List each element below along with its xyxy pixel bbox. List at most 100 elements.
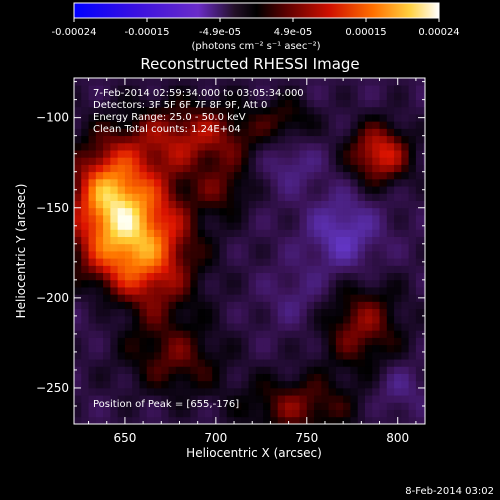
heatmap-cell	[255, 416, 264, 424]
heatmap-cell	[343, 366, 351, 374]
heatmap-cell	[401, 157, 410, 165]
heatmap-cell	[321, 106, 330, 115]
heatmap-cell	[161, 380, 169, 389]
heatmap-cell	[415, 214, 424, 223]
heatmap-cell	[314, 265, 322, 274]
heatmap-cell	[168, 243, 177, 252]
heatmap-cell	[328, 323, 337, 331]
heatmap-cell	[190, 236, 199, 245]
heatmap-cell	[335, 287, 344, 295]
heatmap-cell	[263, 193, 271, 201]
heatmap-cell	[95, 315, 104, 324]
heatmap-cell	[408, 308, 417, 317]
heatmap-cell	[183, 402, 191, 410]
heatmap-cell	[183, 106, 191, 115]
heatmap-cell	[117, 330, 126, 338]
heatmap-cell	[364, 323, 373, 331]
heatmap-cell	[401, 243, 410, 252]
heatmap-cell	[248, 135, 257, 144]
heatmap-cell	[299, 150, 308, 158]
heatmap-cell	[88, 351, 97, 360]
heatmap-cell	[241, 272, 249, 281]
heatmap-cell	[74, 351, 82, 360]
heatmap-cell	[212, 142, 220, 151]
heatmap-cell	[415, 121, 424, 129]
heatmap-cell	[394, 222, 402, 230]
heatmap-cell	[401, 395, 410, 403]
heatmap-cell	[386, 121, 395, 129]
heatmap-cell	[175, 251, 184, 259]
heatmap-cell	[372, 236, 380, 245]
heatmap-cell	[95, 380, 104, 389]
heatmap-cell	[372, 359, 380, 367]
heatmap-cell	[190, 214, 199, 223]
heatmap-cell	[364, 265, 373, 274]
heatmap-cell	[328, 315, 337, 324]
heatmap-cell	[328, 359, 337, 367]
heatmap-cell	[103, 106, 111, 115]
heatmap-cell	[212, 265, 220, 274]
heatmap-cell	[379, 416, 388, 424]
heatmap-cell	[161, 258, 169, 266]
heatmap-cell	[401, 373, 410, 382]
heatmap-cell	[212, 308, 220, 317]
heatmap-cell	[401, 121, 410, 129]
heatmap-cell	[415, 186, 424, 194]
heatmap-cell	[81, 287, 89, 295]
heatmap-cell	[350, 323, 359, 331]
heatmap-cell	[117, 409, 126, 418]
heatmap-cell	[226, 258, 235, 266]
heatmap-cell	[270, 287, 279, 295]
heatmap-cell	[219, 229, 228, 237]
heatmap-cell	[335, 121, 344, 129]
heatmap-cell	[364, 186, 373, 194]
heatmap-cell	[292, 78, 300, 86]
heatmap-cell	[88, 200, 97, 209]
heatmap-cell	[321, 366, 330, 374]
heatmap-cell	[408, 416, 417, 424]
heatmap-cell	[154, 308, 162, 317]
heatmap-cell	[74, 265, 82, 274]
heatmap-cell	[95, 207, 104, 216]
heatmap-cell	[292, 157, 300, 165]
y-tick-label: −200	[36, 291, 69, 305]
heatmap-cell	[292, 409, 300, 418]
heatmap-cell	[146, 373, 155, 382]
heatmap-cell	[299, 214, 308, 223]
heatmap-cell	[415, 330, 424, 338]
heatmap-cell	[95, 279, 104, 288]
heatmap-cell	[372, 308, 380, 317]
heatmap-cell	[270, 157, 279, 165]
heatmap-cell	[314, 330, 322, 338]
heatmap-cell	[234, 344, 242, 353]
heatmap-cell	[248, 366, 257, 374]
heatmap-cell	[183, 416, 191, 424]
heatmap-cell	[175, 193, 184, 201]
heatmap-cell	[394, 99, 402, 108]
heatmap-cell	[299, 265, 308, 274]
heatmap-cell	[328, 157, 337, 165]
heatmap-cell	[292, 92, 300, 101]
heatmap-cell	[81, 128, 89, 137]
heatmap-cell	[219, 193, 228, 201]
heatmap-cell	[379, 301, 388, 310]
heatmap-cell	[212, 373, 220, 382]
heatmap-cell	[379, 287, 388, 295]
heatmap-cell	[74, 92, 82, 101]
heatmap-cell	[74, 330, 82, 338]
heatmap-cell	[154, 121, 162, 129]
heatmap-cell	[270, 142, 279, 151]
heatmap-cell	[357, 359, 366, 367]
heatmap-cell	[379, 409, 388, 418]
heatmap-cell	[95, 114, 104, 122]
heatmap-cell	[401, 207, 410, 216]
heatmap-cell	[175, 178, 184, 187]
heatmap-cell	[132, 78, 140, 86]
heatmap-cell	[95, 387, 104, 396]
heatmap-cell	[343, 279, 351, 288]
heatmap-cell	[386, 251, 395, 259]
heatmap-cell	[154, 409, 162, 418]
heatmap-cell	[117, 78, 126, 86]
heatmap-cell	[241, 193, 249, 201]
heatmap-cell	[95, 142, 104, 151]
